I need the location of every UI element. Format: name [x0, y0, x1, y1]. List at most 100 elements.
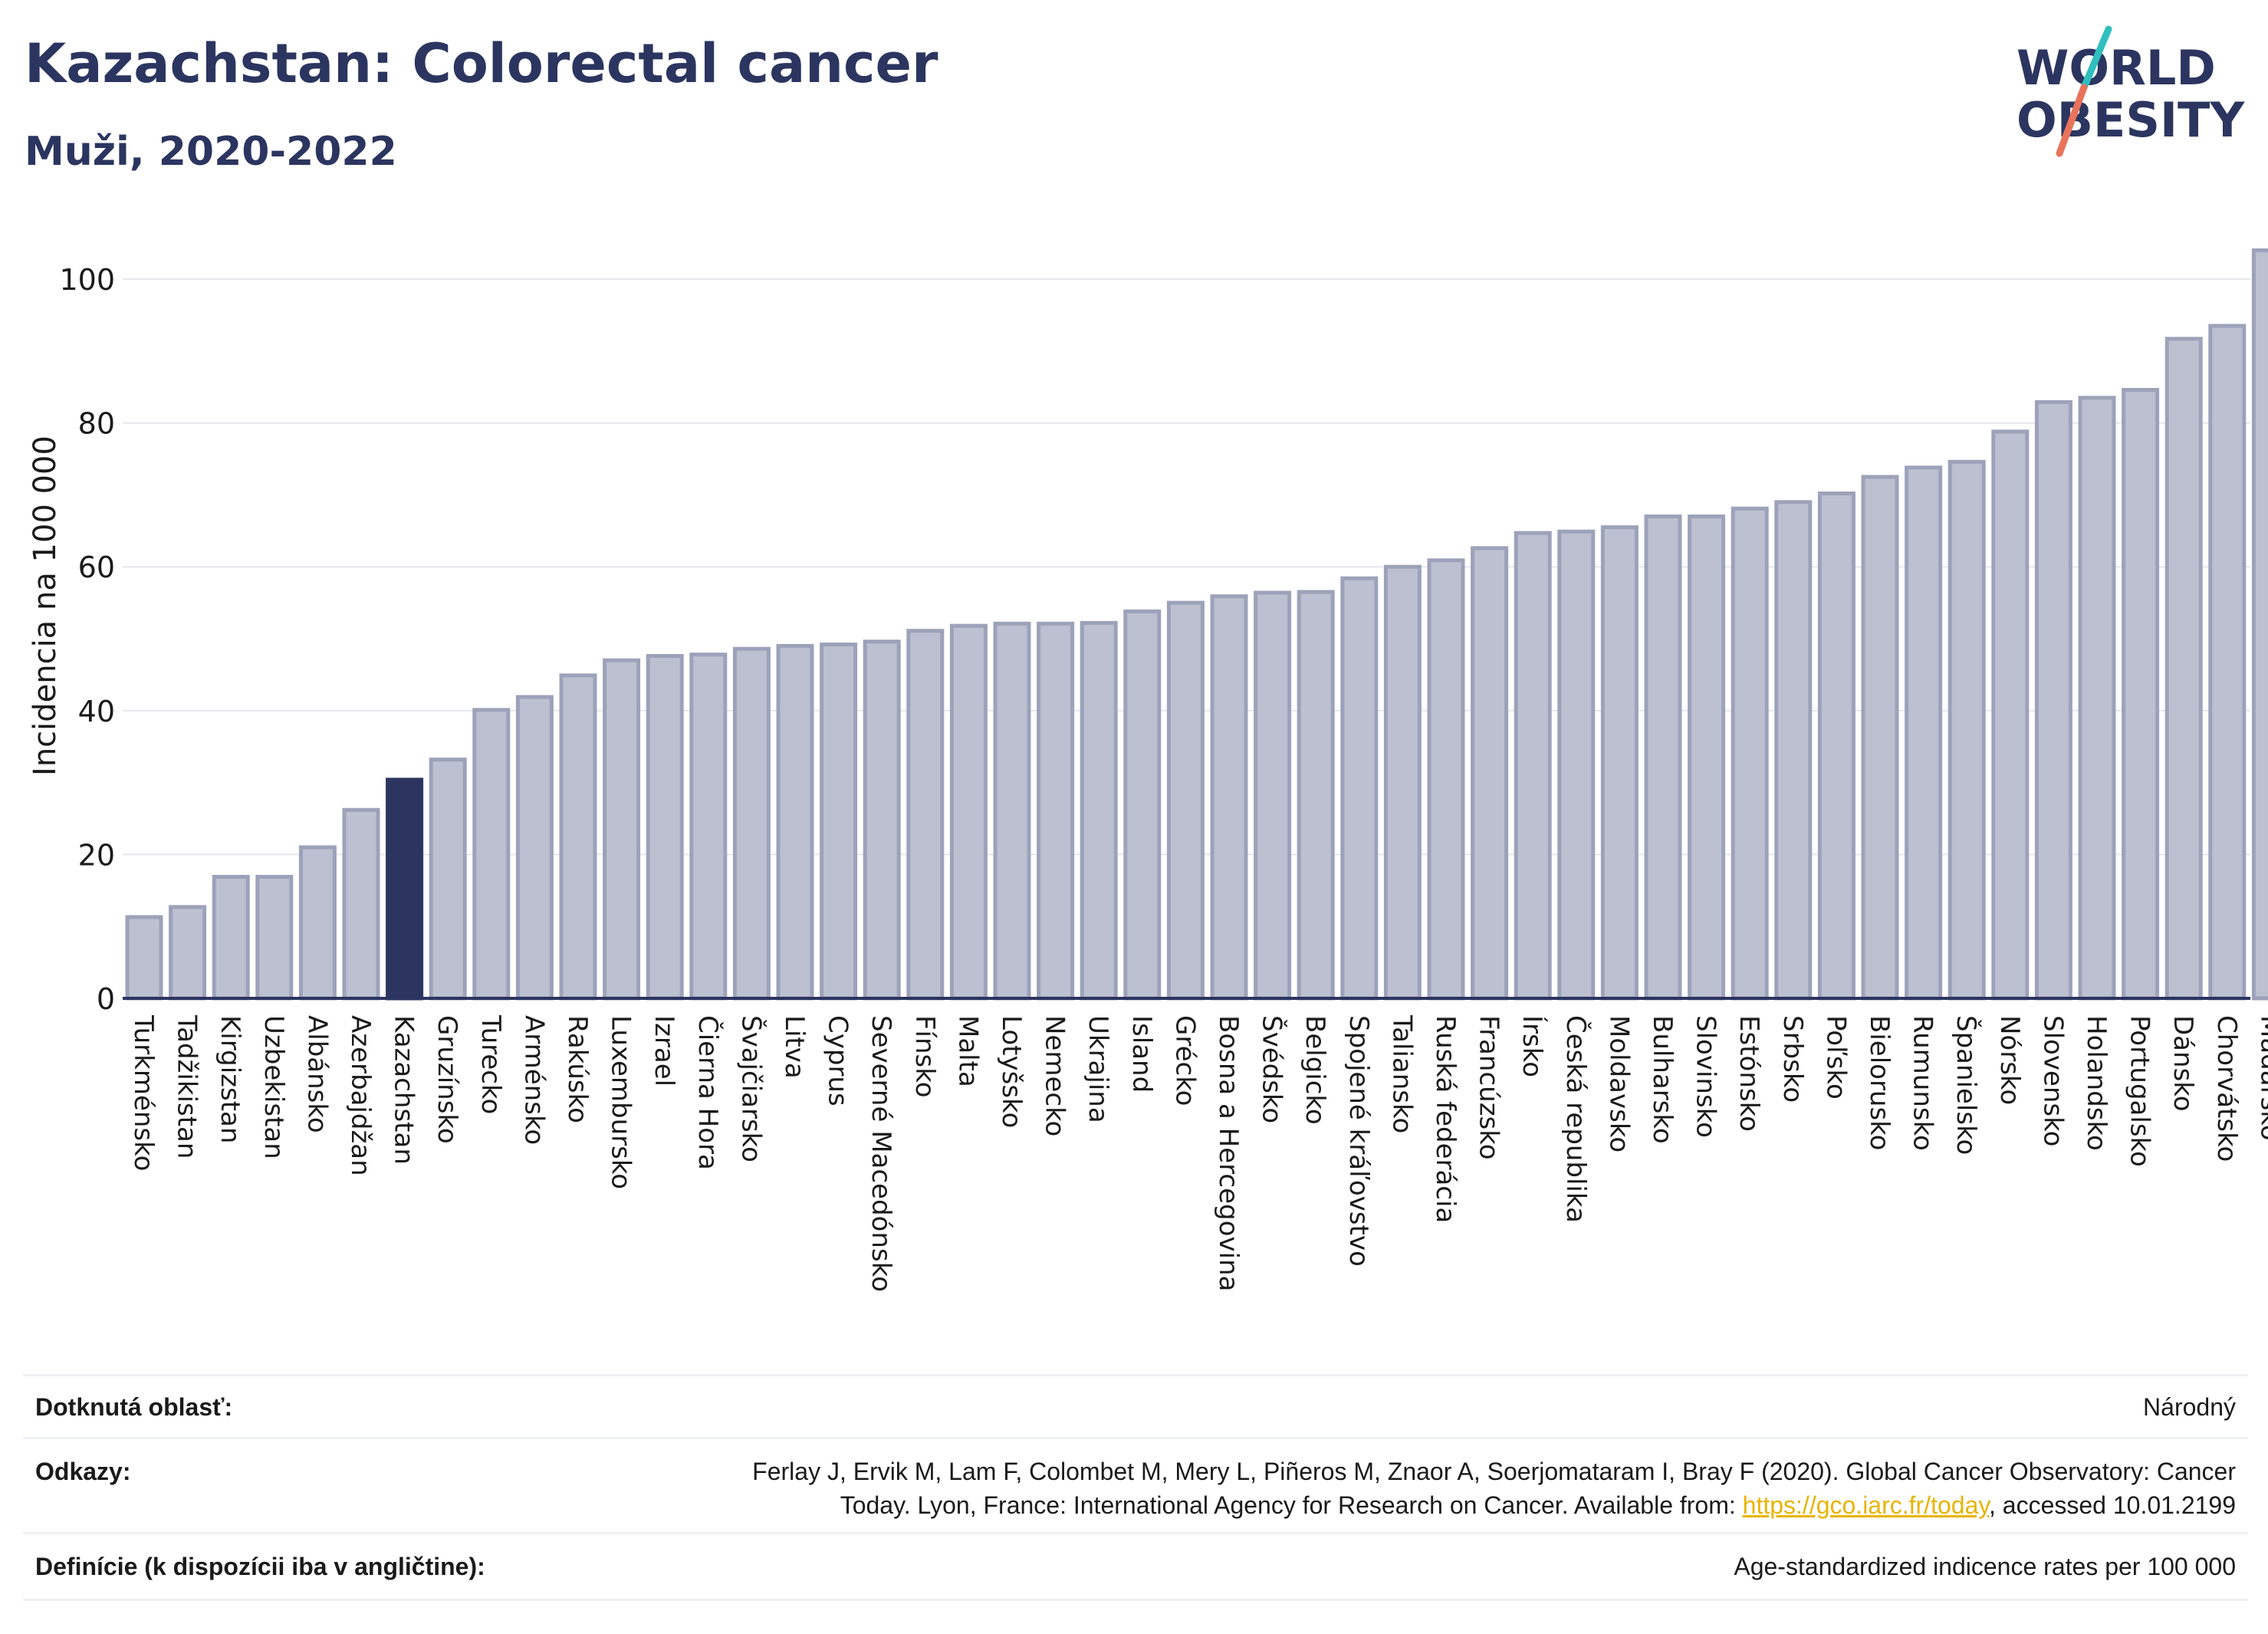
- bar: [1210, 594, 1248, 1001]
- x-tick-label: Slovinsko: [1691, 1015, 1721, 1138]
- bar: [1600, 525, 1639, 1001]
- bar: [949, 623, 988, 1001]
- y-tick-label: 60: [78, 551, 115, 584]
- chart-title: Kazachstan: Colorectal cancer: [25, 32, 938, 95]
- x-tick-label: Kirgizstan: [215, 1015, 245, 1143]
- references-link[interactable]: https://gco.iarc.fr/today: [1742, 1491, 1989, 1519]
- x-tick-label: Bulharsko: [1647, 1015, 1678, 1144]
- x-tick-label: Francúzsko: [1474, 1015, 1504, 1160]
- x-tick-label: Fínsko: [909, 1015, 940, 1098]
- references-line-2-start: Today. Lyon, France: International Agenc…: [840, 1491, 1743, 1519]
- bar: [255, 874, 294, 1001]
- x-axis-labels: Turkménsko Tadžikistan Kirgizstan Uzbekista…: [128, 1014, 2268, 1292]
- definitions-value: Age-standardized indicence rates per 100…: [1734, 1553, 2236, 1580]
- y-tick-label: 80: [78, 407, 115, 441]
- x-tick-label: Lotyšsko: [996, 1015, 1027, 1128]
- bar: [2208, 324, 2247, 1001]
- x-tick-label: Arménsko: [518, 1015, 549, 1145]
- y-tick-label: 0: [97, 982, 115, 1016]
- x-tick-label: Nórsko: [1994, 1015, 2025, 1105]
- world-obesity-logo: WORLD OBESITY: [2017, 25, 2245, 157]
- x-tick-label: Španielsko: [1951, 1015, 1982, 1155]
- bar-highlight: [386, 778, 424, 1001]
- bar: [1948, 459, 1986, 1001]
- y-axis: 0 20 40 60 80 100: [59, 263, 115, 1016]
- info-row-references: Odkazy: Ferlay J, Ervik M, Lam F, Colomb…: [23, 1437, 2248, 1534]
- x-tick-label: Grécko: [1169, 1015, 1200, 1106]
- bar: [2078, 396, 2116, 1001]
- bar: [1861, 475, 1899, 1001]
- x-tick-label: Taliansko: [1386, 1014, 1417, 1133]
- x-tick-label: Moldavsko: [1603, 1015, 1634, 1152]
- logo-word-obesity: OBESITY: [2017, 92, 2245, 148]
- x-tick-label: Slovensko: [2037, 1015, 2068, 1146]
- bar: [2122, 387, 2160, 1001]
- bar: [2034, 399, 2072, 1001]
- x-tick-label: Izrael: [649, 1015, 679, 1087]
- bar: [1471, 546, 1509, 1001]
- bar: [1080, 620, 1118, 1001]
- bar: [993, 621, 1031, 1001]
- x-tick-label: Turkménsko: [128, 1014, 159, 1171]
- x-tick-label: Island: [1126, 1015, 1157, 1093]
- logo-slash-top: [2080, 25, 2112, 91]
- x-tick-label: Maďarsko: [2254, 1015, 2268, 1141]
- definitions-label: Definície (k dispozícii iba v angličtine…: [35, 1553, 485, 1580]
- info-row-area: Dotknutá oblasť: Národný: [23, 1374, 2248, 1439]
- references-label: Odkazy:: [35, 1458, 131, 1485]
- bar: [429, 758, 467, 1001]
- bar: [1557, 529, 1596, 1001]
- x-tick-label: Albánsko: [301, 1015, 332, 1133]
- bar: [1340, 576, 1379, 1001]
- x-tick-label: Gruzínsko: [432, 1015, 462, 1144]
- bar: [2164, 337, 2203, 1001]
- x-tick-label: Malta: [952, 1015, 983, 1087]
- chart-subtitle: Muži, 2020-2022: [25, 129, 397, 175]
- x-tick-label: Azerbajdžan: [345, 1015, 376, 1176]
- x-tick-label: Severné Macedónsko: [866, 1015, 896, 1292]
- bar: [1817, 492, 1855, 1001]
- x-tick-label: Turecko: [475, 1014, 506, 1114]
- bar-chart: 0 20 40 60 80 100 Turkménsko Tadžikistan Kirgiz…: [28, 248, 2268, 1292]
- bar: [298, 845, 337, 1001]
- x-tick-label: Česká republika: [1560, 1015, 1592, 1223]
- logo-slash-bottom: [2056, 84, 2088, 157]
- x-tick-label: Bielorusko: [1864, 1015, 1895, 1150]
- x-tick-label: Švédsko: [1257, 1015, 1288, 1123]
- x-tick-label: Tadžikistan: [172, 1014, 202, 1159]
- x-tick-label: Belgicko: [1300, 1015, 1330, 1125]
- x-tick-label: Srbsko: [1777, 1015, 1808, 1103]
- y-axis-label: Incidencia na 100 000: [28, 436, 63, 776]
- x-tick-label: Chorvátsko: [2211, 1015, 2242, 1162]
- bar: [1427, 558, 1465, 1001]
- bar: [169, 905, 207, 1001]
- x-tick-label: Estónsko: [1734, 1015, 1764, 1132]
- x-tick-label: Švajčiarsko: [735, 1015, 767, 1162]
- x-tick-label: Uzbekistan: [258, 1015, 289, 1159]
- bar: [1123, 609, 1162, 1001]
- x-tick-label: Bosna a Hercegovina: [1213, 1015, 1244, 1291]
- x-tick-label: Poľsko: [1820, 1015, 1851, 1100]
- logo-word-world: WORLD: [2017, 40, 2216, 96]
- area-value: Národný: [2143, 1393, 2236, 1421]
- x-tick-label: Spojené kráľovstvo: [1343, 1015, 1374, 1267]
- x-tick-label: Portugalsko: [2125, 1015, 2155, 1167]
- info-row-definitions: Definície (k dispozícii iba v angličtine…: [23, 1532, 2248, 1601]
- x-tick-label: Luxembursko: [606, 1015, 636, 1189]
- x-tick-label: Ukrajina: [1083, 1015, 1113, 1123]
- bar: [1644, 515, 1682, 1001]
- x-tick-label: Dánsko: [2168, 1015, 2198, 1112]
- x-tick-label: Cyprus: [823, 1015, 853, 1106]
- bars: [123, 248, 2268, 1001]
- x-tick-label: Kazachstan: [389, 1015, 419, 1165]
- bar: [1297, 590, 1335, 1001]
- bar: [863, 639, 901, 1001]
- bar: [1383, 564, 1422, 1001]
- y-tick-label: 40: [78, 695, 115, 728]
- x-tick-label: Čierna Hora: [692, 1015, 724, 1170]
- x-tick-label: Rakúsko: [562, 1015, 593, 1123]
- bar: [603, 658, 641, 1001]
- bar: [1037, 621, 1075, 1001]
- bar: [342, 807, 380, 1001]
- bar: [125, 915, 163, 1001]
